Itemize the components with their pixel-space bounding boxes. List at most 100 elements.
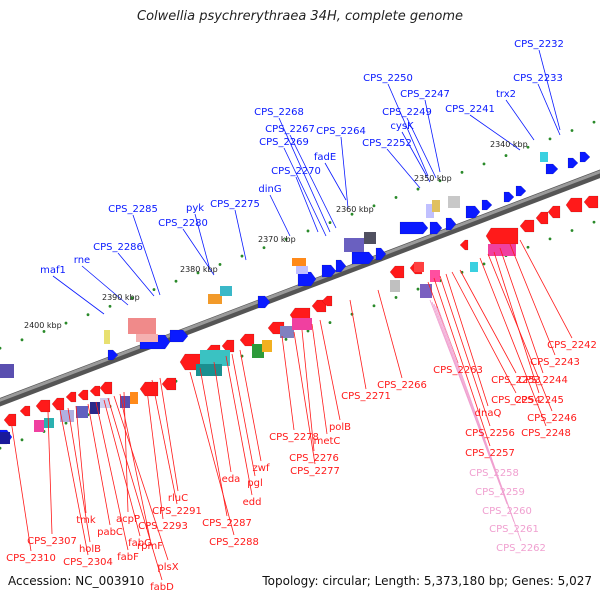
annotation-block-24 <box>432 200 440 212</box>
top-leader-pyk <box>194 213 211 271</box>
forward-guide-dots <box>328 221 332 224</box>
top-leader-cps-2269 <box>283 147 327 237</box>
bottom-label-cps-2310: CPS_2310 <box>6 553 56 564</box>
forward-gene-14 <box>481 199 493 211</box>
bottom-leader-cps-2253 <box>459 269 517 374</box>
forward-guide-dots <box>64 321 68 325</box>
annotation-block-23 <box>426 204 434 218</box>
forward-guide-dots <box>42 330 46 333</box>
bottom-label-zwf: zwf <box>253 463 270 474</box>
bottom-leader-cps-2288 <box>189 371 235 536</box>
bottom-label-holb: holB <box>79 544 101 555</box>
top-leader-cps-2286 <box>117 252 155 297</box>
reverse-guide-dots <box>284 337 288 341</box>
forward-gene-12 <box>445 217 457 231</box>
bottom-leader-plsx <box>113 395 169 561</box>
top-label-rne: rne <box>74 255 90 266</box>
forward-guide-dots <box>350 212 354 216</box>
annotation-block-4 <box>104 330 110 344</box>
forward-gene-5 <box>297 271 317 287</box>
bottom-leader-cps-2304 <box>59 409 89 556</box>
annotation-block-8 <box>196 364 222 376</box>
forward-guide-dots <box>372 204 376 208</box>
reverse-gene-5 <box>221 339 235 353</box>
bottom-label-cps-2248: CPS_2248 <box>521 428 571 439</box>
top-label-cps-2252: CPS_2252 <box>362 138 412 149</box>
accession-text: Accession: NC_003910 <box>8 574 145 588</box>
top-leader-cysk <box>401 131 431 183</box>
bottom-label-cps-2242: CPS_2242 <box>547 340 597 351</box>
scale-tick-2350-kbp: 2350 kbp <box>414 174 452 183</box>
bottom-label-cps-2243: CPS_2243 <box>530 357 580 368</box>
bottom-leader-cps-2291 <box>151 379 178 505</box>
reverse-guide-dots <box>526 245 530 249</box>
bottom-label-eda: eda <box>222 474 241 485</box>
forward-gene-6 <box>321 264 337 278</box>
forward-guide-dots <box>196 271 200 275</box>
bottom-label-cps-2291: CPS_2291 <box>152 506 202 517</box>
top-leader-fade <box>324 162 347 201</box>
top-label-cps-2286: CPS_2286 <box>93 242 143 253</box>
scale-tick-2340-kbp: 2340 kbp <box>490 140 528 149</box>
pseudo-label-cps-2261: CPS_2261 <box>489 524 539 535</box>
top-label-cps-2249: CPS_2249 <box>382 107 432 118</box>
reverse-gene-19 <box>459 239 469 251</box>
top-leader-cps-2233 <box>537 83 561 136</box>
forward-guide-dots <box>262 246 266 250</box>
forward-guide-dots <box>0 346 2 350</box>
top-label-cps-2280: CPS_2280 <box>158 218 208 229</box>
annotation-block-18 <box>414 262 424 272</box>
annotation-block-35 <box>0 432 10 444</box>
top-leader-cps-2264 <box>340 136 349 209</box>
top-label-cps-2275: CPS_2275 <box>210 199 260 210</box>
reverse-guide-dots <box>570 229 574 232</box>
bottom-leader-cps-2244 <box>499 247 544 374</box>
bottom-leader-cps-2248 <box>479 257 547 427</box>
top-leader-cps-2252 <box>386 148 421 189</box>
reverse-gene-10 <box>321 295 333 307</box>
reverse-guide-dots <box>20 438 24 442</box>
forward-guide-dots <box>460 170 464 174</box>
annotation-block-2 <box>128 318 156 334</box>
bottom-leader-fabg <box>103 399 141 537</box>
bottom-leader-holb <box>67 407 91 543</box>
top-label-ding: dinG <box>258 184 281 195</box>
top-label-cps-2268: CPS_2268 <box>254 107 304 118</box>
forward-gene-15 <box>503 191 515 203</box>
bottom-label-acpp: acpP <box>116 514 140 525</box>
annotation-block-7 <box>200 350 230 366</box>
annotation-block-15 <box>344 238 364 252</box>
reverse-gene-11 <box>389 265 405 279</box>
reverse-gene-22 <box>65 391 77 403</box>
forward-gene-10 <box>399 221 429 235</box>
top-label-cps-2269: CPS_2269 <box>259 137 309 148</box>
bottom-leader-cps-2293 <box>145 381 164 520</box>
bottom-leader-pabc <box>87 403 111 526</box>
bottom-label-cps-2253: CPS_2253 <box>491 375 541 386</box>
bottom-leader-cps-2278 <box>281 335 295 431</box>
forward-gene-8 <box>351 251 375 265</box>
bottom-label-fabg: fabG <box>128 538 152 549</box>
top-leader-trx2 <box>505 99 535 141</box>
reverse-guide-dots <box>306 329 310 333</box>
reverse-guide-dots <box>482 262 486 266</box>
top-label-cps-2233: CPS_2233 <box>513 73 563 84</box>
annotation-block-13 <box>296 266 308 274</box>
bottom-leader-cps-2276 <box>301 329 315 452</box>
bottom-label-cps-2304: CPS_2304 <box>63 557 113 568</box>
bottom-label-cps-2257: CPS_2257 <box>465 448 515 459</box>
top-leader-cps-2285 <box>132 214 161 296</box>
annotation-block-10 <box>262 340 272 352</box>
top-leader-cps-2270 <box>295 176 319 233</box>
top-leader-cps-2249 <box>406 117 437 179</box>
bottom-label-cps-2287: CPS_2287 <box>202 518 252 529</box>
top-leader-cps-2267 <box>289 134 337 229</box>
bottom-label-rpmf: rpmF <box>137 541 163 552</box>
reverse-guide-dots <box>416 287 420 291</box>
bottom-leader-tmk <box>75 405 87 514</box>
bottom-label-cps-2246: CPS_2246 <box>527 413 577 424</box>
annotation-block-31 <box>90 402 100 414</box>
annotation-block-16 <box>364 232 376 244</box>
